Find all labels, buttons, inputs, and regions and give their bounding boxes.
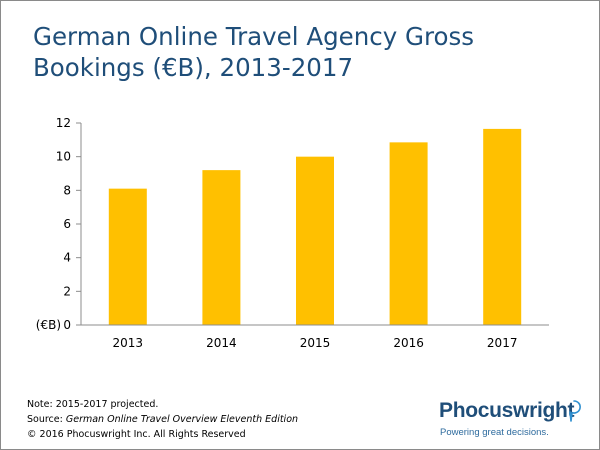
x-tick-label: 2016 <box>393 336 424 350</box>
y-tick-label: 8 <box>63 183 71 197</box>
x-tick-label: 2015 <box>300 336 331 350</box>
logo-name: Phocuswright <box>439 399 575 422</box>
source-line: Source: German Online Travel Overview El… <box>27 412 298 427</box>
y-tick-label: 0 <box>63 318 71 332</box>
y-tick-label: 6 <box>63 217 71 231</box>
speech-bubble-icon <box>569 400 581 422</box>
y-tick-label: 12 <box>56 116 71 130</box>
y-tick-label: 2 <box>63 284 71 298</box>
bar-2013 <box>108 188 147 325</box>
source-title: German Online Travel Overview Eleventh E… <box>65 414 299 425</box>
y-tick-label: 4 <box>63 251 71 265</box>
note-text: Note: 2015-2017 projected. <box>27 399 159 410</box>
footer-notes: Note: 2015-2017 projected. Source: Germa… <box>27 397 298 442</box>
x-tick-label: 2017 <box>487 336 518 350</box>
bar-2017 <box>483 128 522 325</box>
copyright-text: © 2016 Phocuswright Inc. All Rights Rese… <box>27 429 246 440</box>
phocuswright-logo: Phocuswright Powering great decisions. <box>439 399 584 445</box>
x-tick-label: 2014 <box>206 336 237 350</box>
y-unit-label: (€B) <box>36 318 61 332</box>
y-tick-label: 10 <box>56 150 71 164</box>
bar-2016 <box>389 142 428 325</box>
bar-2014 <box>202 170 241 325</box>
x-tick-label: 2013 <box>113 336 144 350</box>
chart-title: German Online Travel Agency Gross Bookin… <box>33 22 475 82</box>
logo-tagline: Powering great decisions. <box>440 427 549 438</box>
bar-2015 <box>296 156 334 325</box>
source-prefix: Source: <box>27 414 66 425</box>
